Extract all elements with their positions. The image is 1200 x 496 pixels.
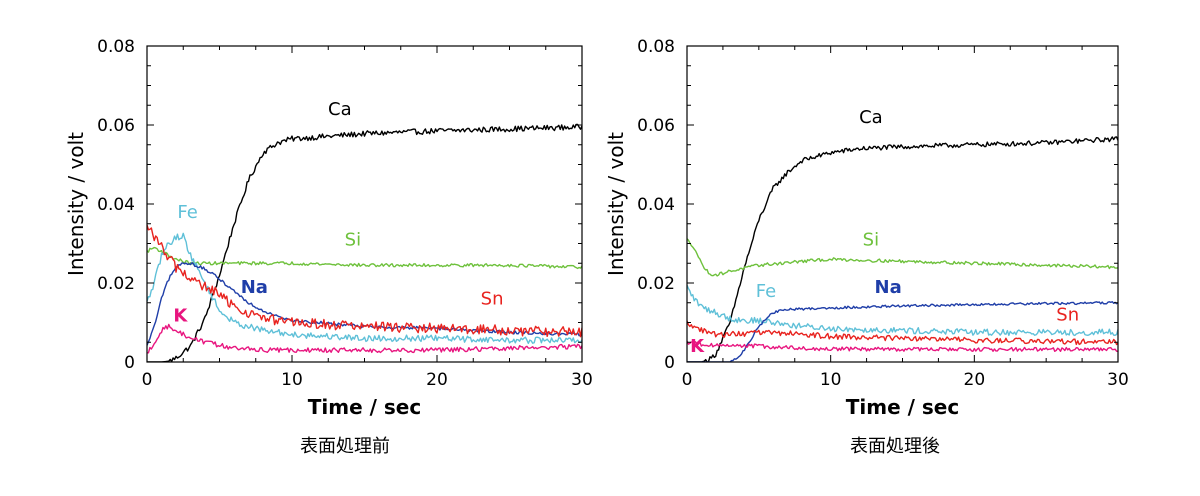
series-line-ca — [687, 136, 1118, 362]
panel-caption: 表面処理後 — [850, 436, 940, 457]
series-label-ca: Ca — [328, 99, 352, 120]
series-label-fe: Fe — [177, 202, 197, 223]
x-tick-label: 30 — [1107, 370, 1129, 390]
x-axis-title: Time / sec — [846, 395, 959, 419]
y-tick-label: 0.06 — [637, 116, 675, 136]
y-tick-label: 0.02 — [97, 274, 135, 294]
series-line-na — [687, 301, 1118, 362]
series-label-sn: Sn — [1056, 305, 1079, 326]
series-label-k: K — [173, 305, 188, 326]
x-tick-label: 0 — [142, 370, 153, 390]
series-line-k — [687, 340, 1118, 353]
series-group — [147, 123, 582, 362]
x-tick-label: 30 — [571, 370, 593, 390]
x-tick-label: 20 — [964, 370, 986, 390]
plot-frame — [686, 45, 1119, 363]
plot-frame — [146, 45, 583, 363]
x-tick-label: 0 — [682, 370, 693, 390]
series-line-si — [687, 238, 1118, 277]
x-axis-title: Time / sec — [308, 395, 421, 419]
chart-panel-1: 0 0.02 0.04 0.06 0.08 0 10 20 30 Time / sec Intens… — [64, 37, 593, 457]
series-line-fe — [687, 284, 1118, 337]
y-axis-title: Intensity / volt — [604, 132, 628, 276]
series-line-si — [147, 246, 582, 270]
x-tick-label: 20 — [426, 370, 448, 390]
y-tick-label: 0.06 — [97, 116, 135, 136]
series-label-na: Na — [875, 277, 902, 298]
y-tick-label: 0 — [124, 353, 135, 373]
y-tick-label: 0 — [664, 353, 675, 373]
chart-panel-2: 0 0.02 0.04 0.06 0.08 0 10 20 30 Time / sec Intens… — [604, 37, 1129, 457]
series-line-fe — [147, 232, 582, 345]
series-label-sn: Sn — [481, 289, 504, 310]
y-tick-label: 0.02 — [637, 274, 675, 294]
series-line-sn — [147, 224, 582, 338]
y-tick-label: 0.08 — [97, 37, 135, 57]
series-label-si: Si — [863, 229, 879, 250]
series-label-na: Na — [241, 277, 268, 298]
y-tick-label: 0.04 — [97, 195, 135, 215]
series-label-k: K — [690, 336, 705, 357]
x-tick-label: 10 — [820, 370, 842, 390]
panel-caption: 表面処理前 — [300, 436, 390, 457]
series-line-sn — [687, 320, 1118, 346]
y-tick-label: 0.04 — [637, 195, 675, 215]
y-axis-title: Intensity / volt — [64, 132, 88, 276]
series-label-fe: Fe — [756, 281, 776, 302]
series-line-k — [147, 323, 582, 354]
series-label-si: Si — [345, 229, 361, 250]
series-line-ca — [147, 123, 582, 362]
series-group — [687, 136, 1118, 362]
series-label-ca: Ca — [859, 107, 883, 128]
series-line-na — [147, 261, 582, 346]
y-tick-label: 0.08 — [637, 37, 675, 57]
x-tick-label: 10 — [281, 370, 303, 390]
